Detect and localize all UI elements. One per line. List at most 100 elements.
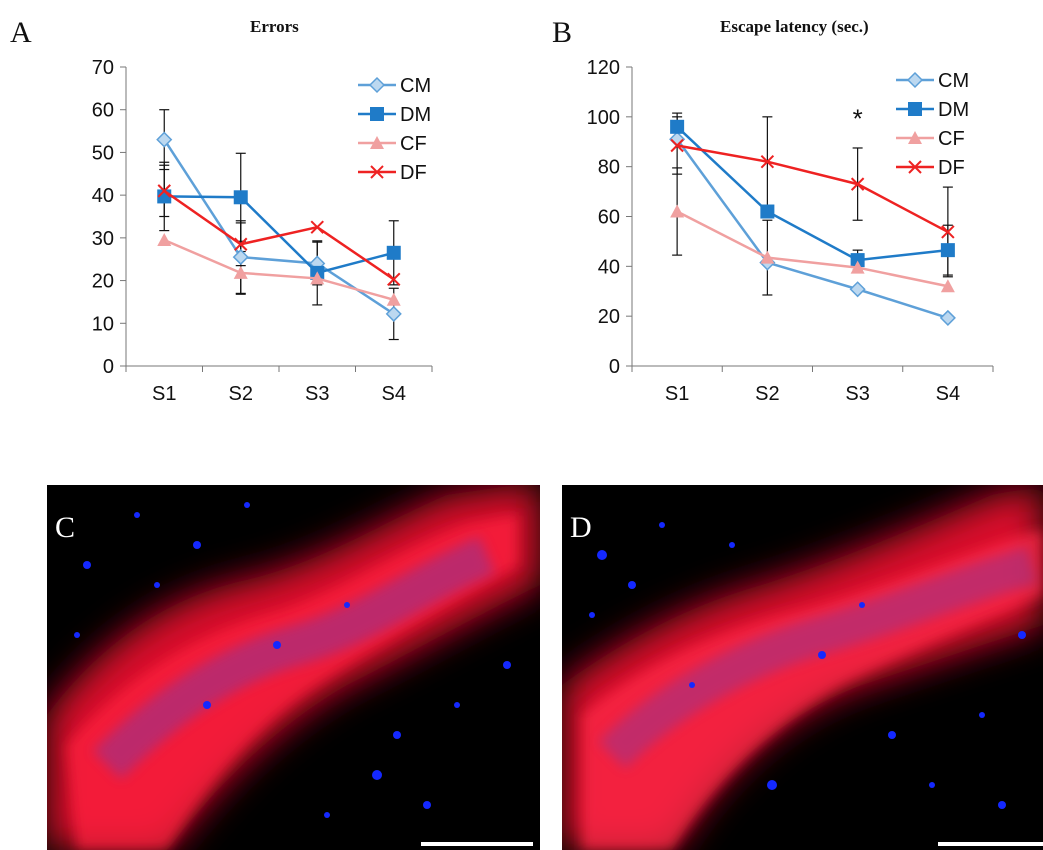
errors-legend-marker-cf	[370, 136, 384, 149]
latency-y-tick-label: 0	[609, 356, 620, 378]
latency-point-df-stroke-2	[941, 225, 955, 239]
latency-x-tick-label-s1: S1	[665, 383, 689, 405]
micrograph-c: C	[47, 485, 540, 850]
latency-y-tick-label: 60	[598, 207, 620, 229]
errors-y-tick-label: 10	[92, 313, 114, 335]
nuclei-c	[74, 502, 511, 818]
errors-series-line-df	[163, 189, 395, 281]
latency-point-df-stroke-2	[850, 177, 865, 191]
errors-point-cf	[157, 232, 172, 246]
panel-letter-a: A	[10, 16, 32, 49]
latency-y-tick-label: 20	[598, 306, 620, 328]
escape-latency-chart: 0 20 40 60 80 100 120 S1 S2 S3 S4 CM DM CF DF *	[587, 57, 994, 405]
errors-chart: 0 10 20 30 40 50 60 70 S1 S2 S3 S4 CM DM CF DF	[92, 57, 433, 405]
latency-x-tick-label-s2: S2	[755, 383, 779, 405]
errors-y-tick-label: 40	[92, 185, 114, 207]
panel-letter-c: C	[55, 511, 76, 544]
errors-y-tick-label: 60	[92, 100, 114, 122]
latency-point-dm	[850, 253, 865, 268]
latency-point-dm	[760, 204, 775, 219]
errors-point-df-stroke-2	[234, 237, 248, 251]
latency-legend-label-cf: CF	[938, 128, 965, 150]
latency-point-cf	[940, 279, 955, 293]
errors-legend-entry-dm: DM	[358, 104, 431, 126]
errors-point-cf	[386, 292, 401, 306]
panel-letter-b: B	[552, 16, 573, 49]
errors-legend-label-cm: CM	[400, 75, 431, 97]
errors-series-line-cm	[163, 138, 395, 315]
errors-x-tick-label-s2: S2	[229, 383, 253, 405]
latency-series-line-dm	[676, 125, 949, 262]
latency-x-tick-label-s4: S4	[936, 383, 960, 405]
latency-series-line-df	[676, 144, 949, 234]
latency-point-cm	[939, 309, 956, 326]
latency-point-df-stroke-2	[670, 138, 684, 153]
latency-legend-entry-df: DF	[896, 157, 965, 179]
latency-point-df	[941, 225, 955, 239]
errors-point-dm	[233, 190, 248, 205]
errors-point-df	[234, 237, 248, 251]
errors-point-df	[387, 272, 401, 286]
latency-point-df	[760, 154, 775, 169]
errors-legend-entry-df: DF	[358, 162, 427, 184]
chart-title-errors: Errors	[250, 17, 299, 36]
micrograph-c-image	[47, 485, 540, 850]
errors-legend-marker-df-stroke-2	[370, 165, 384, 179]
latency-legend-marker-cf	[908, 131, 922, 144]
latency-legend-entry-dm: DM	[896, 99, 969, 121]
errors-legend-marker-cm	[368, 76, 386, 94]
errors-point-cf	[233, 265, 248, 279]
latency-point-dm	[940, 243, 955, 258]
latency-y-tick-label: 80	[598, 157, 620, 179]
latency-point-cf	[760, 250, 775, 264]
scale-bar-c	[421, 842, 533, 846]
errors-legend-marker-df	[370, 165, 384, 179]
latency-legend-marker-df	[908, 160, 922, 174]
errors-legend-entry-cm: CM	[358, 75, 431, 97]
errors-y-tick-label: 0	[103, 356, 114, 378]
latency-point-df	[850, 177, 865, 191]
latency-point-df-stroke-2	[760, 154, 775, 169]
latency-y-tick-label: 40	[598, 256, 620, 278]
errors-point-df-stroke-2	[157, 184, 171, 198]
errors-legend-label-dm: DM	[400, 104, 431, 126]
errors-y-tick-label: 70	[92, 57, 114, 79]
errors-y-tick-label: 30	[92, 228, 114, 250]
latency-point-df	[670, 138, 684, 153]
errors-y-tick-label: 20	[92, 271, 114, 293]
nuclei-d	[589, 522, 1026, 809]
errors-point-cm	[232, 249, 249, 266]
errors-x-tick-label-s4: S4	[382, 383, 406, 405]
latency-legend-label-df: DF	[938, 157, 965, 179]
latency-legend-marker-dm	[908, 102, 922, 116]
latency-legend-label-cm: CM	[938, 70, 969, 92]
errors-point-df	[310, 220, 324, 234]
errors-point-df-stroke-2	[310, 220, 324, 234]
errors-point-df-stroke-2	[387, 272, 401, 286]
latency-point-cf	[850, 260, 865, 274]
latency-y-tick-label: 100	[587, 107, 620, 129]
panel-letter-d: D	[570, 511, 592, 544]
errors-x-tick-label-s1: S1	[152, 383, 176, 405]
latency-legend-marker-df-stroke-2	[908, 160, 922, 174]
latency-x-tick-label-s3: S3	[845, 383, 869, 405]
latency-point-cm	[849, 281, 866, 298]
latency-legend-marker-cm	[906, 71, 924, 89]
errors-point-cm	[156, 131, 173, 148]
errors-x-tick-label-s3: S3	[305, 383, 329, 405]
errors-point-df	[157, 184, 171, 198]
errors-point-cf	[310, 271, 325, 285]
errors-y-tick-label: 50	[92, 142, 114, 164]
errors-point-dm	[386, 245, 401, 260]
errors-legend-marker-dm	[370, 107, 384, 121]
chart-title-escape-latency: Escape latency (sec.)	[720, 17, 869, 36]
latency-y-tick-label: 120	[587, 57, 620, 79]
latency-legend-entry-cm: CM	[896, 70, 969, 92]
latency-point-cf	[670, 204, 685, 218]
latency-significance-marker: *	[853, 103, 863, 133]
errors-point-cm	[385, 305, 402, 322]
errors-legend-label-df: DF	[400, 162, 427, 184]
errors-series-line-cf	[163, 238, 395, 301]
latency-series-line-cm	[676, 138, 949, 320]
scale-bar-d	[938, 842, 1043, 846]
